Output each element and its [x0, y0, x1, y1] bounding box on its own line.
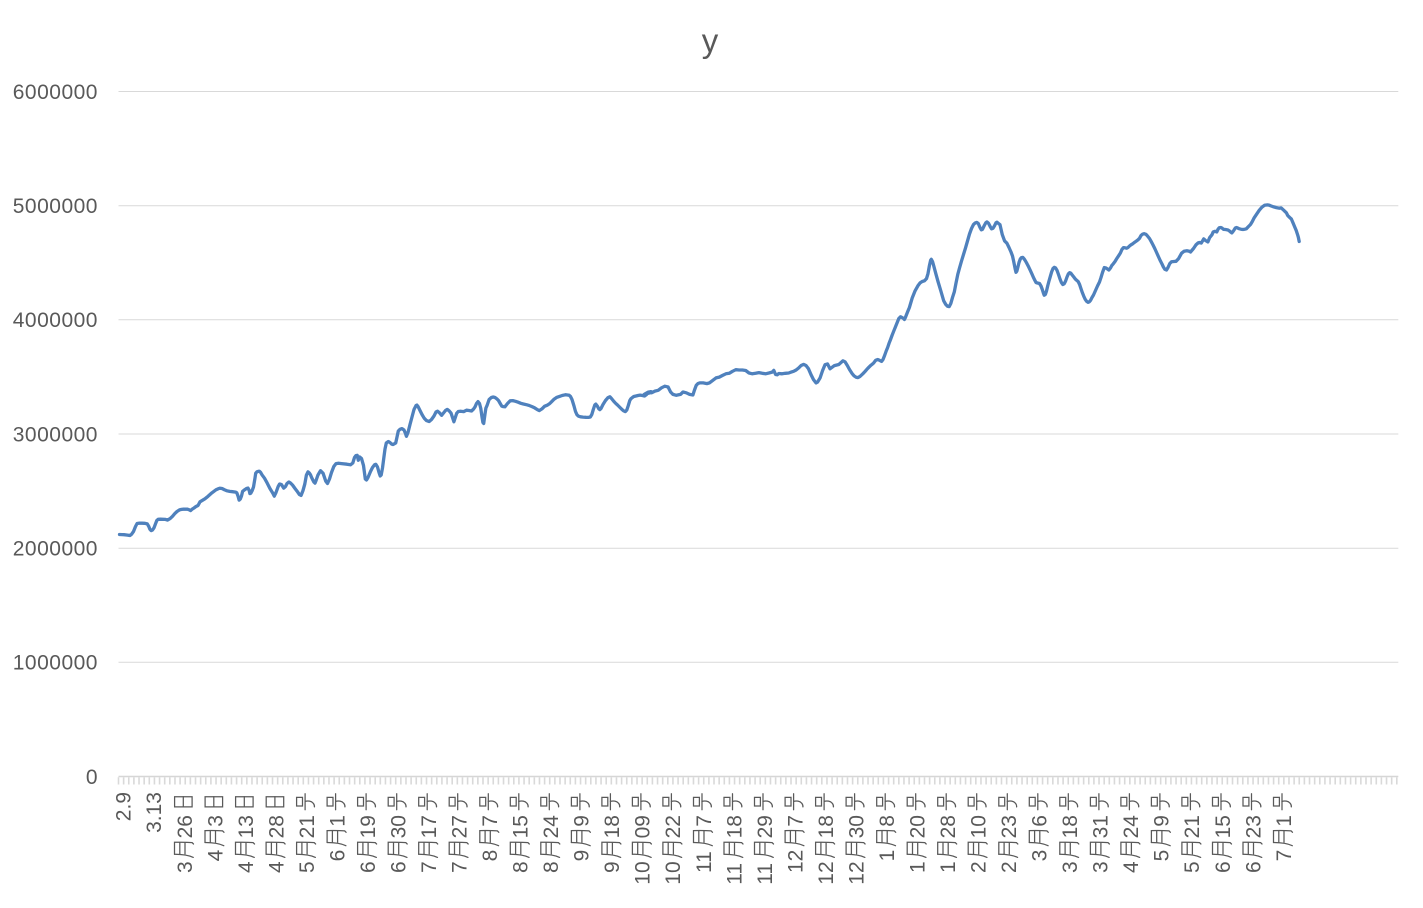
svg-text:5000000: 5000000: [13, 195, 98, 218]
svg-text:20: 20: [907, 815, 930, 838]
svg-text:1000000: 1000000: [13, 652, 98, 675]
svg-text:3: 3: [174, 861, 197, 873]
svg-text:7: 7: [1273, 850, 1296, 862]
svg-text:15: 15: [1212, 815, 1235, 838]
svg-text:18: 18: [815, 815, 838, 838]
svg-text:31: 31: [1090, 815, 1113, 838]
svg-text:4: 4: [265, 861, 288, 873]
svg-text:6: 6: [1212, 861, 1235, 873]
svg-text:30: 30: [388, 815, 411, 838]
svg-text:3: 3: [1090, 861, 1113, 873]
svg-text:10: 10: [632, 861, 655, 884]
svg-text:3: 3: [1059, 861, 1082, 873]
svg-text:10: 10: [968, 815, 991, 838]
svg-text:26: 26: [174, 815, 197, 838]
svg-text:13: 13: [235, 815, 258, 838]
svg-text:11: 11: [754, 863, 777, 885]
svg-text:23: 23: [998, 815, 1021, 838]
svg-text:24: 24: [1120, 815, 1143, 839]
svg-text:30: 30: [845, 815, 868, 838]
svg-text:6: 6: [357, 861, 380, 873]
svg-text:12: 12: [815, 861, 838, 884]
svg-text:5: 5: [296, 861, 319, 873]
svg-text:3000000: 3000000: [13, 423, 98, 446]
svg-text:12: 12: [845, 861, 868, 884]
svg-text:23: 23: [1242, 815, 1265, 838]
svg-text:6: 6: [388, 861, 411, 873]
svg-text:21: 21: [296, 815, 319, 838]
svg-text:09: 09: [632, 815, 655, 838]
svg-text:11: 11: [693, 851, 716, 873]
svg-text:3: 3: [204, 815, 227, 827]
svg-text:2: 2: [968, 861, 991, 873]
svg-text:24: 24: [540, 815, 563, 839]
svg-text:2000000: 2000000: [13, 538, 98, 561]
svg-text:7: 7: [418, 861, 441, 873]
svg-text:1: 1: [1273, 815, 1296, 827]
svg-text:28: 28: [937, 815, 960, 838]
svg-text:6: 6: [1242, 861, 1265, 873]
svg-text:1: 1: [326, 815, 349, 827]
svg-text:28: 28: [265, 815, 288, 838]
svg-text:y: y: [702, 22, 719, 59]
svg-text:5: 5: [1151, 850, 1174, 862]
svg-text:4: 4: [204, 849, 227, 861]
svg-text:7: 7: [693, 815, 716, 827]
svg-text:19: 19: [357, 815, 380, 838]
svg-text:17: 17: [418, 815, 441, 838]
svg-text:6000000: 6000000: [13, 81, 98, 104]
svg-text:1: 1: [907, 861, 930, 873]
svg-text:18: 18: [1059, 815, 1082, 838]
svg-text:8: 8: [540, 861, 563, 873]
svg-text:29: 29: [754, 815, 777, 838]
svg-text:4: 4: [235, 861, 258, 873]
svg-text:11: 11: [723, 863, 746, 885]
svg-text:7: 7: [784, 815, 807, 827]
svg-text:8: 8: [479, 850, 502, 862]
svg-text:3: 3: [1029, 850, 1052, 862]
svg-text:18: 18: [723, 815, 746, 838]
svg-text:7: 7: [479, 815, 502, 827]
svg-text:2: 2: [998, 861, 1021, 873]
svg-text:10: 10: [662, 861, 685, 884]
svg-text:6: 6: [1029, 815, 1052, 827]
svg-text:15: 15: [510, 815, 533, 838]
svg-text:5: 5: [1181, 861, 1204, 873]
svg-text:3.13: 3.13: [143, 792, 166, 833]
svg-text:27: 27: [449, 815, 472, 838]
svg-text:1: 1: [876, 850, 899, 862]
svg-text:2.9: 2.9: [113, 792, 136, 821]
svg-text:4: 4: [1120, 861, 1143, 873]
svg-text:9: 9: [1151, 815, 1174, 827]
svg-text:0: 0: [86, 766, 98, 789]
svg-text:8: 8: [876, 815, 899, 827]
svg-text:4000000: 4000000: [13, 309, 98, 332]
svg-text:22: 22: [662, 815, 685, 838]
svg-text:7: 7: [449, 861, 472, 873]
svg-text:12: 12: [784, 850, 807, 873]
svg-text:9: 9: [571, 850, 594, 862]
svg-text:21: 21: [1181, 815, 1204, 838]
svg-text:1: 1: [937, 861, 960, 873]
svg-text:9: 9: [601, 861, 624, 873]
svg-text:18: 18: [601, 815, 624, 838]
svg-text:9: 9: [571, 815, 594, 827]
svg-text:8: 8: [510, 861, 533, 873]
svg-text:6: 6: [326, 850, 349, 862]
